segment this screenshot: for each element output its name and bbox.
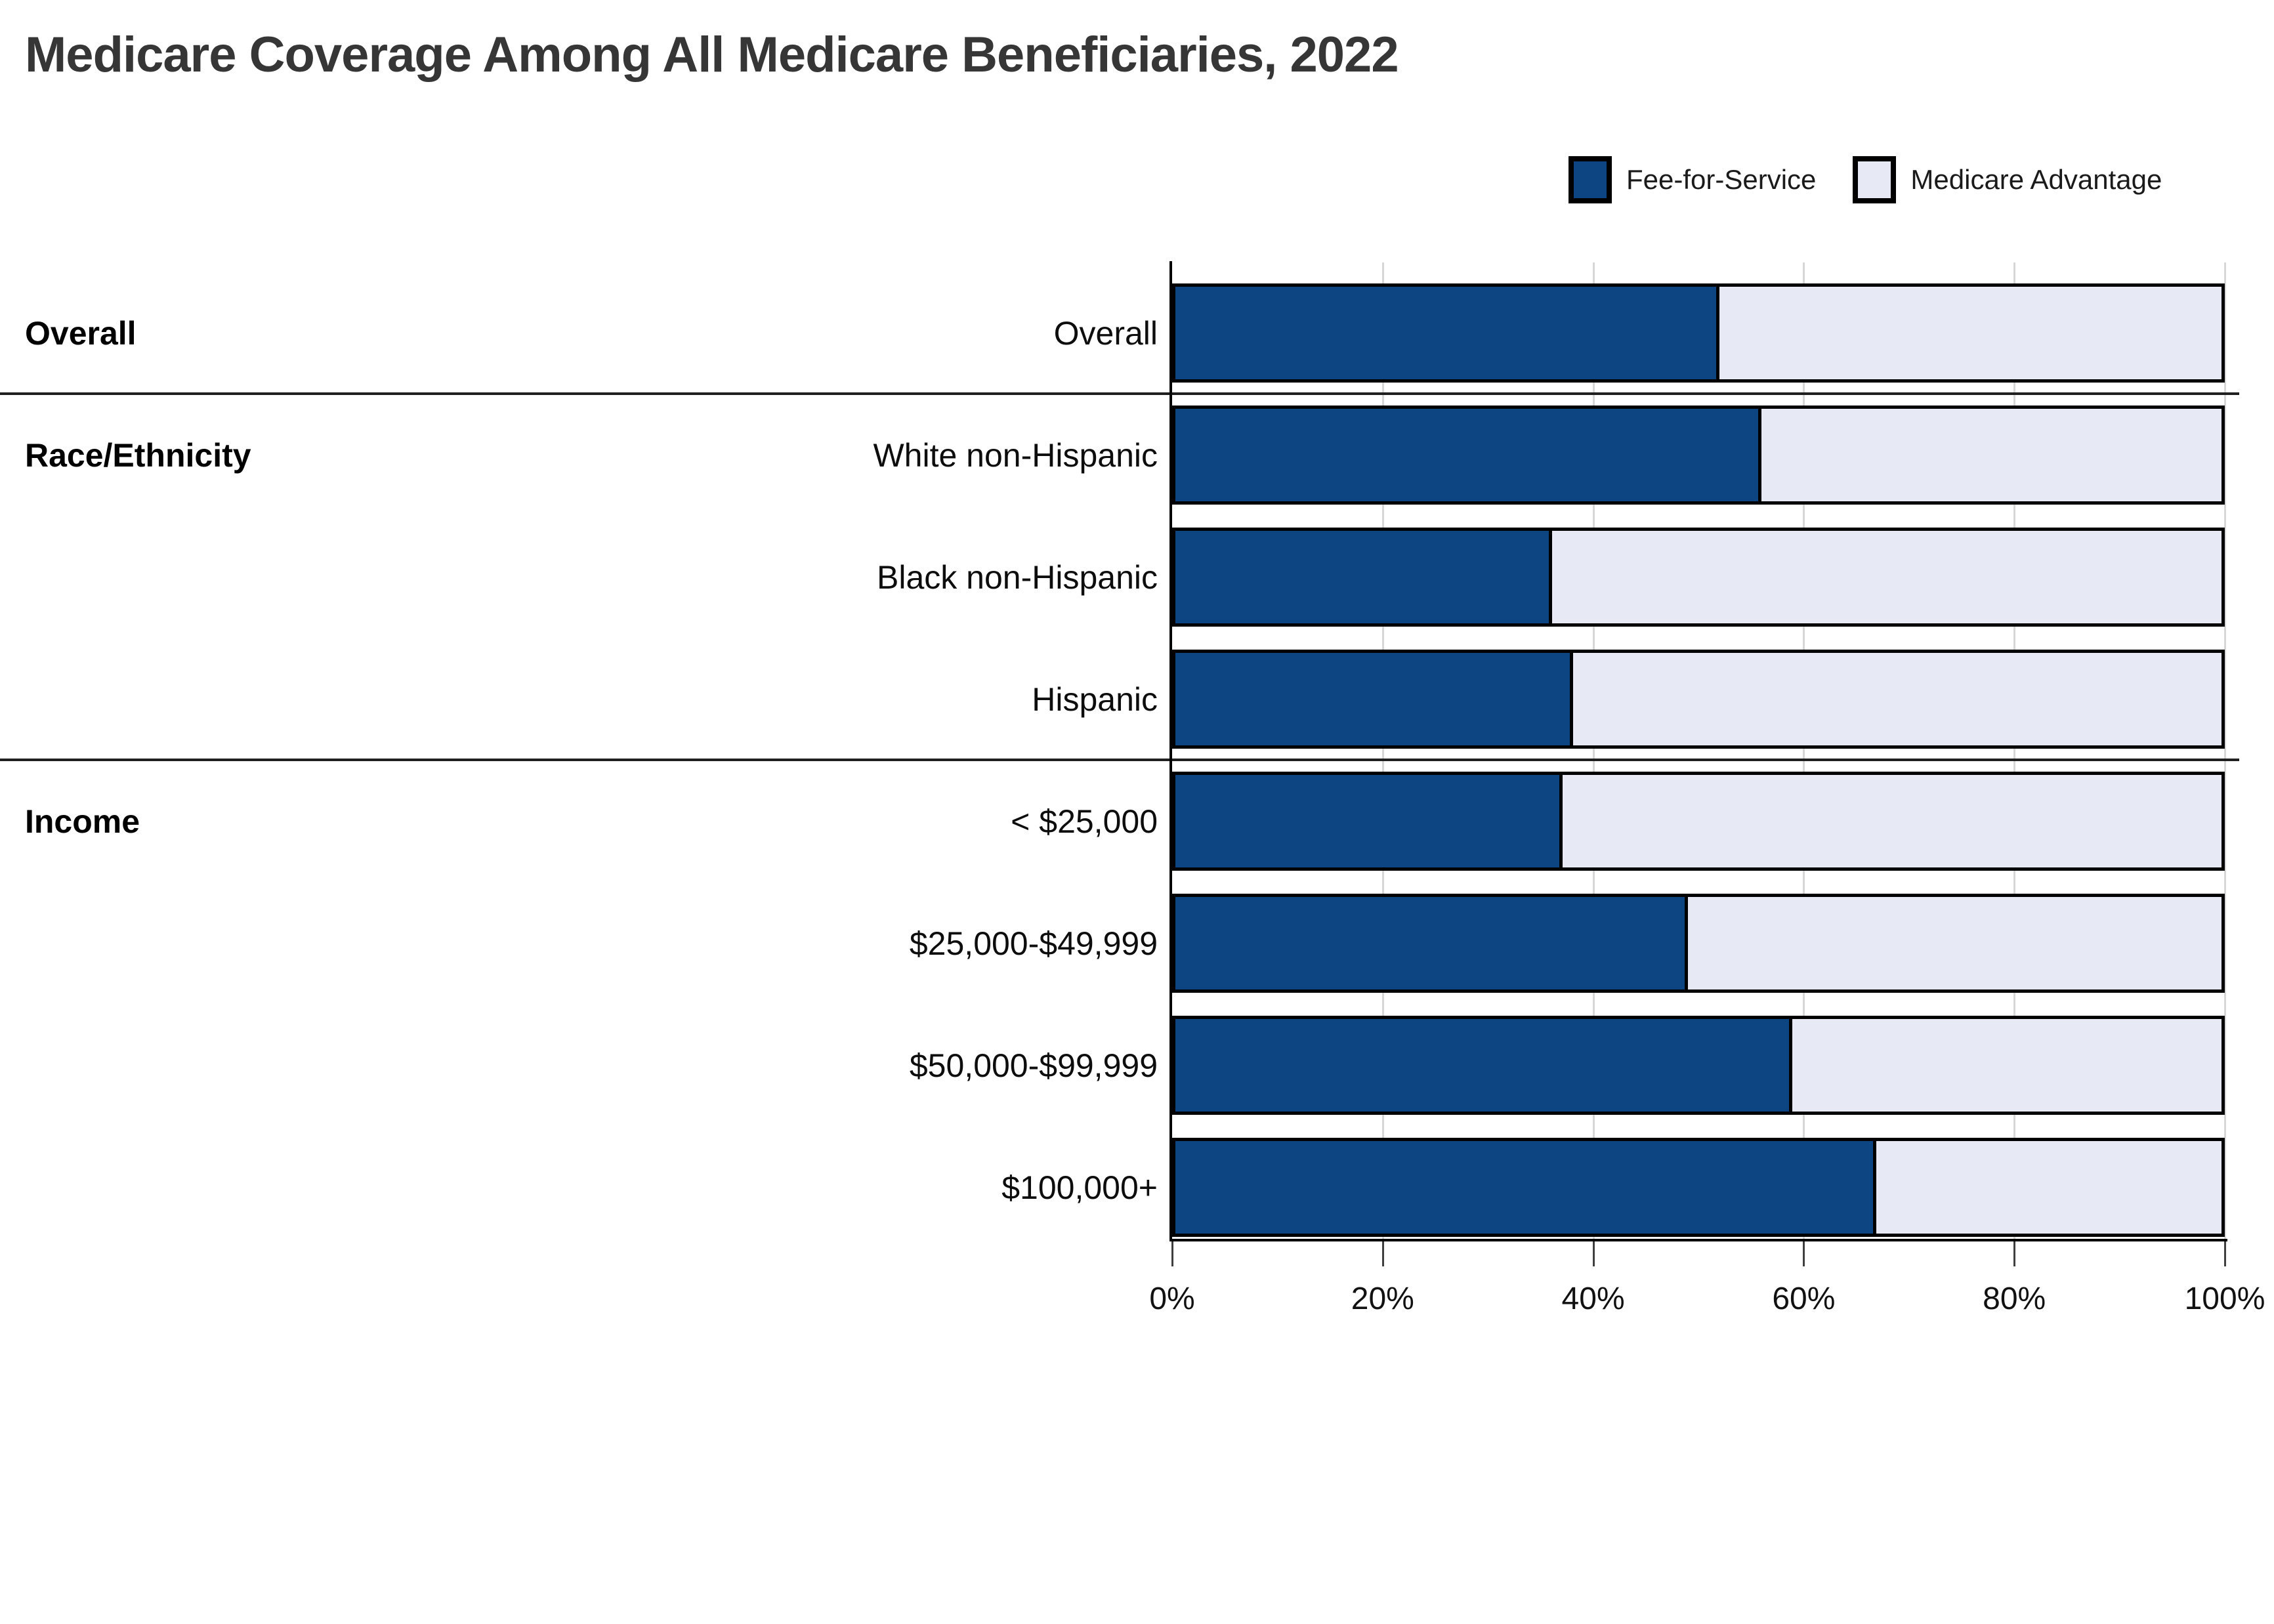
row-label: Overall — [1053, 314, 1158, 352]
row-label: White non-Hispanic — [873, 436, 1158, 474]
x-tick — [2013, 1241, 2016, 1266]
y-axis-line — [1169, 261, 1172, 1241]
bar-row — [1172, 406, 2225, 505]
legend-swatch-fee-for-service-icon — [1569, 156, 1612, 203]
x-tick — [1592, 1241, 1595, 1266]
row-label: $100,000+ — [1001, 1169, 1158, 1206]
section-header: Income — [25, 802, 140, 840]
bar-row — [1172, 1138, 2225, 1237]
bar-row — [1172, 283, 2225, 383]
legend-item-fee-for-service: Fee-for-Service — [1569, 156, 1816, 203]
legend: Fee-for-Service Medicare Advantage — [1569, 156, 2162, 203]
bar-row — [1172, 772, 2225, 871]
bar-segment-medicare-advantage — [1792, 1019, 2221, 1112]
legend-swatch-medicare-advantage-icon — [1853, 156, 1897, 203]
bar-segment-fee-for-service — [1175, 775, 1563, 867]
x-axis-line — [1169, 1239, 2227, 1241]
bar-segment-fee-for-service — [1175, 897, 1689, 989]
legend-label-fee-for-service: Fee-for-Service — [1626, 164, 1817, 195]
bar-row — [1172, 894, 2225, 993]
bar-segment-fee-for-service — [1175, 1019, 1793, 1112]
gridline — [1381, 262, 1384, 1239]
x-tick — [1171, 1241, 1173, 1266]
bar-segment-fee-for-service — [1175, 409, 1761, 501]
bar-row — [1172, 1016, 2225, 1115]
gridline — [1803, 262, 1805, 1239]
x-tick-label: 20% — [1351, 1281, 1414, 1316]
bar-segment-medicare-advantage — [1719, 287, 2221, 379]
row-label: Black non-Hispanic — [877, 558, 1158, 596]
legend-item-medicare-advantage: Medicare Advantage — [1853, 156, 2162, 203]
x-tick — [2224, 1241, 2226, 1266]
bar-segment-medicare-advantage — [1688, 897, 2221, 989]
section-header: Overall — [25, 314, 137, 352]
legend-label-medicare-advantage: Medicare Advantage — [1910, 164, 2162, 195]
x-tick-label: 80% — [1983, 1281, 2046, 1316]
bar-segment-medicare-advantage — [1562, 775, 2221, 867]
x-tick-label: 0% — [1149, 1281, 1195, 1316]
gridline — [1592, 262, 1595, 1239]
bar-segment-medicare-advantage — [1761, 409, 2221, 501]
row-label: $25,000-$49,999 — [909, 925, 1158, 962]
bar-row — [1172, 528, 2225, 627]
section-divider — [0, 392, 2239, 395]
row-label: < $25,000 — [1011, 802, 1158, 840]
row-label: $50,000-$99,999 — [909, 1047, 1158, 1084]
bar-segment-medicare-advantage — [1551, 531, 2221, 623]
x-tick-label: 100% — [2184, 1281, 2265, 1316]
bar-segment-fee-for-service — [1175, 653, 1573, 745]
x-tick — [1803, 1241, 1805, 1266]
bar-row — [1172, 650, 2225, 749]
bar-segment-medicare-advantage — [1876, 1141, 2221, 1234]
section-divider — [0, 759, 2239, 761]
gridline — [2224, 262, 2226, 1239]
gridline — [2013, 262, 2016, 1239]
chart-title: Medicare Coverage Among All Medicare Ben… — [25, 27, 1399, 83]
x-tick — [1381, 1241, 1384, 1266]
bar-segment-medicare-advantage — [1572, 653, 2221, 745]
section-header: Race/Ethnicity — [25, 436, 251, 474]
bar-segment-fee-for-service — [1175, 287, 1719, 379]
bar-segment-fee-for-service — [1175, 1141, 1876, 1234]
x-tick-label: 40% — [1561, 1281, 1625, 1316]
bar-segment-fee-for-service — [1175, 531, 1552, 623]
x-tick-label: 60% — [1772, 1281, 1836, 1316]
row-label: Hispanic — [1032, 680, 1158, 718]
